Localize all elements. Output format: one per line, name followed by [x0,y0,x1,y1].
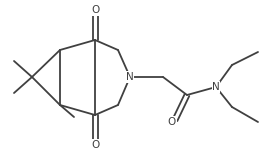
Text: O: O [91,5,99,15]
Text: N: N [126,72,134,82]
Text: N: N [212,82,220,92]
Text: O: O [91,140,99,150]
Text: O: O [168,117,176,127]
